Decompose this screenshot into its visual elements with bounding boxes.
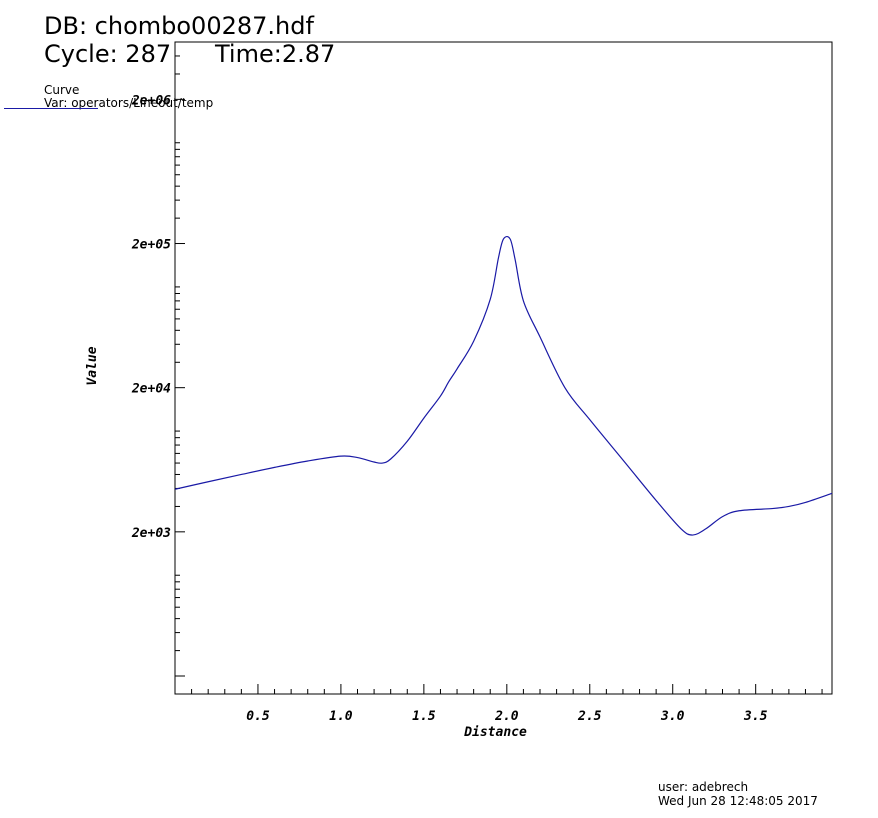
x-tick-label: 1.5 <box>412 709 436 724</box>
y-axis-title: Value <box>85 346 100 385</box>
cycle-label: Cycle: 287 <box>44 40 172 68</box>
series-line-temp <box>174 235 833 536</box>
x-tick-label: 1.0 <box>329 709 353 724</box>
y-tick-label: 2e+06 <box>131 93 171 108</box>
x-tick-label: 3.0 <box>660 709 685 724</box>
plot-frame <box>174 41 833 695</box>
x-axis-title: Distance <box>463 725 527 740</box>
date-label: Wed Jun 28 12:48:05 2017 <box>658 794 818 808</box>
x-tick-labels: 0.5 1.0 1.5 2.0 2.5 3.0 3.5 <box>246 709 767 724</box>
x-tick-label: 2.5 <box>577 709 602 724</box>
y-tick-label: 2e+04 <box>131 382 171 397</box>
x-tick-label: 3.5 <box>743 709 768 724</box>
x-tick-label: 0.5 <box>246 709 270 724</box>
axis-ticks <box>175 41 823 694</box>
legend-title: Curve <box>44 83 80 97</box>
y-tick-labels: 2e+06 2e+05 2e+04 2e+03 <box>131 93 171 540</box>
legend-variable: Var: operators/Lineout/temp <box>44 96 214 110</box>
y-tick-label: 2e+05 <box>131 238 171 253</box>
x-tick-label: 2.0 <box>494 709 519 724</box>
legend-line-swatch <box>4 108 98 109</box>
y-tick-label: 2e+03 <box>131 526 171 541</box>
database-title: DB: chombo00287.hdf <box>44 12 314 40</box>
time-label: Time:2.87 <box>215 40 336 68</box>
user-label: user: adebrech <box>658 780 749 794</box>
